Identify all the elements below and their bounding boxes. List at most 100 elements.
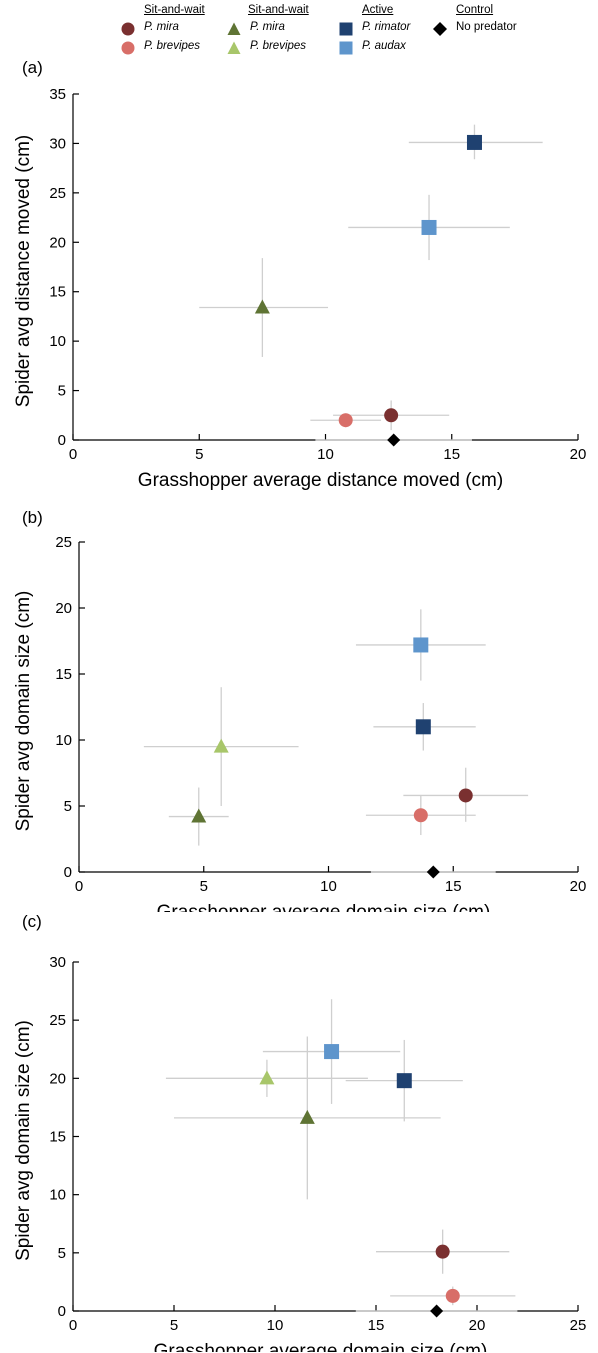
x-tick-label: 15 <box>443 446 460 463</box>
marker-p-brevipes-circle <box>445 1288 460 1303</box>
marker-no-predator <box>430 1304 444 1318</box>
legend-label-p-mira-triangle: P. mira <box>250 21 285 33</box>
marker-p-audax <box>413 637 429 653</box>
point-p-audax <box>262 999 401 1104</box>
marker-no-predator <box>426 865 440 879</box>
point-no-predator <box>370 865 496 879</box>
y-tick-label: 5 <box>64 798 72 815</box>
legend-marker-p-audax <box>339 41 353 55</box>
chart-legend: Sit-and-wait P. mira P. brevipes Sit-and… <box>0 0 598 62</box>
point-p-rimator <box>408 124 543 160</box>
marker-p-rimator <box>415 719 431 735</box>
marker-p-brevipes-circle <box>413 808 428 823</box>
y-tick-label: 25 <box>55 534 72 551</box>
point-p-brevipes-triangle <box>143 687 299 806</box>
legend-marker-p-brevipes-circle <box>121 41 135 55</box>
x-tick-label: 10 <box>267 1317 284 1334</box>
point-no-predator <box>355 1304 518 1318</box>
y-tick-label: 20 <box>49 234 66 251</box>
legend-heading-control: Control <box>456 4 494 16</box>
point-p-brevipes-circle <box>365 795 476 836</box>
y-axis-label: Spider avg domain size (cm) <box>13 1020 34 1261</box>
chart-panel-c: (c) 0 5 10 15 20 25 0 5 10 15 20 25 30 Grasshopper av… <box>0 912 598 1352</box>
marker-p-brevipes-circle <box>338 413 353 428</box>
y-tick-label: 20 <box>55 600 72 617</box>
x-tick-label: 0 <box>69 446 77 463</box>
legend-marker-p-rimator <box>339 22 353 36</box>
x-axis-label: Grasshopper average domain size (cm) <box>157 902 491 912</box>
marker-p-brevipes-triangle <box>213 738 229 753</box>
y-tick-label: 10 <box>49 333 66 350</box>
legend-label-p-audax: P. audax <box>362 40 406 52</box>
x-tick-label: 5 <box>195 446 203 463</box>
y-tick-label: 35 <box>49 86 66 103</box>
panel-label-a: (a) <box>22 58 43 77</box>
marker-p-mira-circle <box>458 788 473 803</box>
legend-marker-p-mira-triangle <box>227 22 241 35</box>
legend-marker-p-brevipes-triangle <box>227 41 241 54</box>
legend-label-p-brevipes-triangle: P. brevipes <box>250 40 307 52</box>
x-tick-label: 5 <box>170 1317 178 1334</box>
x-axis-label: Grasshopper average distance moved (cm) <box>138 470 503 491</box>
marker-p-audax <box>421 219 437 235</box>
point-p-mira-circle <box>376 1229 510 1274</box>
panel-label-b: (b) <box>22 508 43 527</box>
y-axis-label: Spider avg domain size (cm) <box>13 591 34 832</box>
marker-p-audax <box>324 1044 340 1060</box>
y-tick-label: 15 <box>49 284 66 301</box>
marker-no-predator <box>387 433 401 447</box>
panel-label-c: (c) <box>22 912 42 931</box>
point-p-audax <box>355 609 486 681</box>
legend-label-p-mira-circle: P. mira <box>144 21 179 33</box>
point-p-rimator <box>373 703 476 751</box>
point-p-mira-triangle <box>174 1036 441 1200</box>
y-tick-label: 0 <box>64 864 72 881</box>
y-tick-label: 15 <box>49 1129 66 1146</box>
marker-p-rimator <box>466 134 482 150</box>
y-tick-label: 0 <box>58 432 66 449</box>
x-tick-label: 25 <box>570 1317 587 1334</box>
x-tick-label: 5 <box>200 878 208 895</box>
point-p-brevipes-circle <box>390 1286 516 1306</box>
marker-p-rimator <box>396 1073 412 1089</box>
y-tick-label: 10 <box>55 732 72 749</box>
legend-label-no-predator: No predator <box>456 21 517 33</box>
legend-heading-sitwait-triangles: Sit-and-wait <box>248 4 309 16</box>
x-axis-label: Grasshopper average domain size (cm) <box>154 1341 488 1352</box>
chart-panel-a: (a) 0 5 10 15 20 0 5 10 15 20 25 30 35 Grasshopper av… <box>0 58 598 498</box>
marker-p-mira-triangle <box>191 808 207 823</box>
chart-panel-b: (b) 0 5 10 15 20 0 5 10 15 20 25 Grasshopper averag… <box>0 508 598 912</box>
y-tick-label: 15 <box>55 666 72 683</box>
y-tick-label: 0 <box>58 1303 66 1320</box>
y-tick-label: 20 <box>49 1070 66 1087</box>
legend-heading-active: Active <box>362 4 394 16</box>
point-no-predator <box>315 433 472 447</box>
marker-p-mira-triangle <box>299 1109 315 1124</box>
y-axis-label: Spider avg distance moved (cm) <box>13 135 34 407</box>
point-p-mira-triangle <box>168 787 229 846</box>
legend-label-p-rimator: P. rimator <box>362 21 411 33</box>
legend-marker-no-predator <box>433 22 447 36</box>
y-tick-label: 25 <box>49 1012 66 1029</box>
point-p-brevipes-triangle <box>165 1059 368 1097</box>
panel-b-plot: 0 5 10 15 20 0 5 10 15 20 25 Grasshopper average do… <box>13 534 587 912</box>
y-tick-label: 30 <box>49 135 66 152</box>
x-tick-label: 10 <box>320 878 337 895</box>
y-tick-label: 25 <box>49 185 66 202</box>
marker-p-mira-triangle <box>254 299 270 314</box>
point-p-mira-triangle <box>199 258 329 357</box>
point-p-mira-circle <box>333 400 450 431</box>
marker-p-brevipes-triangle <box>259 1070 275 1085</box>
x-tick-label: 20 <box>570 878 587 895</box>
x-tick-label: 10 <box>317 446 334 463</box>
panel-c-plot: 0 5 10 15 20 25 0 5 10 15 20 25 30 Grasshopper averag… <box>13 954 587 1352</box>
x-tick-label: 15 <box>368 1317 385 1334</box>
y-tick-label: 30 <box>49 954 66 971</box>
marker-p-mira-circle <box>435 1244 450 1259</box>
legend-label-p-brevipes-circle: P. brevipes <box>144 40 201 52</box>
x-tick-label: 20 <box>469 1317 486 1334</box>
point-p-audax <box>348 194 510 261</box>
panel-a-plot: 0 5 10 15 20 0 5 10 15 20 25 30 35 Grasshopper averag… <box>13 86 586 491</box>
y-tick-label: 5 <box>58 1245 66 1262</box>
marker-p-mira-circle <box>384 408 399 423</box>
